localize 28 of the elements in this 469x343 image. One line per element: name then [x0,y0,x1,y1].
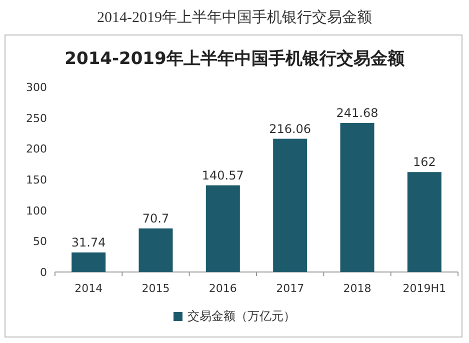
y-tick-label: 200 [26,142,47,156]
y-tick-label: 150 [26,174,47,186]
x-tick-label: 2018 [343,282,372,295]
bar [340,122,374,272]
bar [72,252,106,272]
data-label: 140.57 [202,168,244,182]
data-label: 241.68 [336,106,378,120]
bar [138,228,173,272]
x-tick-label: 2017 [276,282,304,295]
bar [407,172,442,272]
x-tick-label: 2016 [208,282,237,295]
bar [273,138,308,272]
legend-label: 交易金额（万亿元） [188,309,296,323]
x-tick-label: 2015 [142,282,170,295]
x-tick-label: 2014 [74,282,103,295]
y-tick-label: 50 [33,235,47,248]
bar [206,185,240,272]
y-tick-label: 250 [26,112,47,125]
y-tick-label: 0 [40,266,47,279]
data-label: 162 [412,155,436,170]
x-tick-label: 2019H1 [402,282,446,295]
chart-title: 2014-2019年上半年中国手机银行交易金额 [97,9,372,26]
chart-subtitle: 2014-2019年上半年中国手机银行交易金额 [64,49,406,69]
y-tick-label: 100 [26,204,47,218]
y-tick-label: 300 [26,81,47,94]
data-label: 70.7 [142,211,170,226]
data-label: 31.74 [71,235,106,250]
data-label: 216.06 [269,122,312,136]
